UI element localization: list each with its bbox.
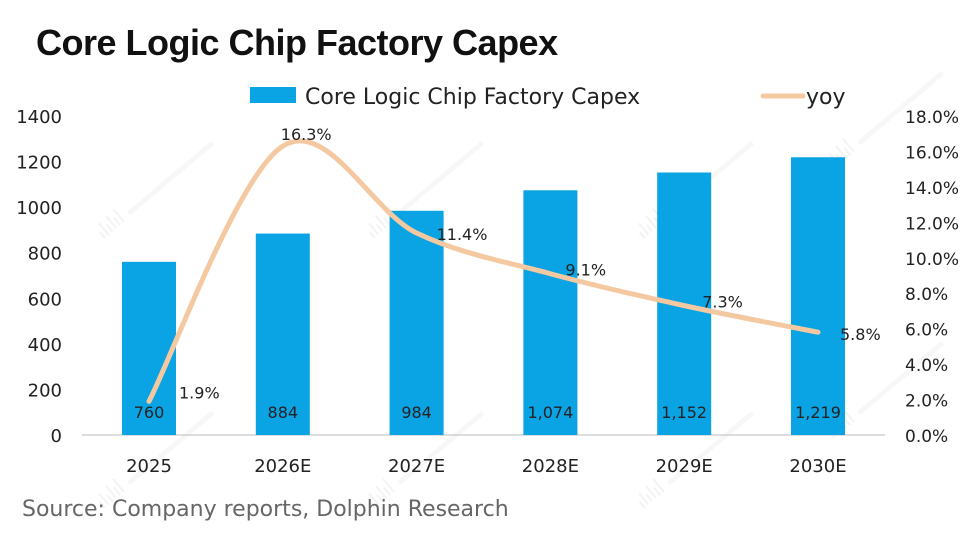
legend-swatch-capex: [250, 87, 296, 103]
left-axis-tick-label: 1000: [16, 198, 62, 219]
bar-2025: [122, 261, 176, 435]
bar-value-label: 1,074: [527, 403, 573, 422]
bar-value-label: 1,219: [795, 403, 841, 422]
right-axis-tick-label: 14.0%: [905, 179, 959, 199]
right-axis-tick-label: 0.0%: [905, 427, 948, 447]
watermark-logo: [98, 411, 214, 509]
bar-2027E: [389, 210, 444, 435]
left-axis-tick-label: 200: [28, 380, 62, 401]
watermark-logo: [98, 141, 214, 239]
source-note: Source: Company reports, Dolphin Researc…: [22, 497, 509, 522]
left-axis-tick-label: 0: [51, 426, 62, 447]
x-axis-tick-label: 2028E: [522, 456, 579, 477]
left-axis-tick-label: 1400: [16, 107, 62, 128]
left-axis-tick-label: 600: [28, 289, 62, 310]
yoy-value-label: 7.3%: [702, 293, 743, 312]
bar-value-label: 984: [401, 403, 432, 422]
legend-label-yoy: yoy: [806, 85, 846, 110]
right-axis-tick-label: 18.0%: [905, 108, 959, 128]
right-axis-tick-label: 4.0%: [905, 356, 948, 376]
left-axis-tick-label: 1200: [16, 153, 62, 174]
right-axis-tick-label: 10.0%: [905, 250, 959, 270]
yoy-value-label: 9.1%: [565, 261, 606, 280]
right-axis-tick-label: 8.0%: [905, 285, 948, 305]
yoy-value-label: 5.8%: [840, 325, 881, 344]
x-axis-tick-label: 2026E: [254, 456, 311, 477]
bar-2028E: [523, 190, 578, 435]
legend: Core Logic Chip Factory Capex yoy: [250, 85, 846, 110]
x-axis-tick-label: 2029E: [656, 456, 713, 477]
bar-value-label: 760: [134, 403, 165, 422]
left-axis-tick-label: 800: [28, 244, 62, 265]
bar-value-label: 884: [268, 403, 299, 422]
yoy-value-label: 1.9%: [179, 383, 220, 402]
right-axis-tick-label: 2.0%: [905, 392, 948, 412]
yoy-line: [146, 138, 821, 404]
watermark-logo: [368, 411, 484, 509]
chart-title: Core Logic Chip Factory Capex: [36, 22, 558, 63]
watermark-logo: [368, 141, 484, 239]
x-axis-tick-label: 2027E: [388, 456, 445, 477]
watermark-logo: [638, 411, 754, 509]
bar-2026E: [255, 233, 310, 435]
yoy-value-label: 16.3%: [281, 125, 332, 144]
x-axis-tick-label: 2025: [126, 456, 172, 477]
bar-2030E: [791, 157, 845, 436]
right-axis-tick-label: 16.0%: [905, 143, 959, 163]
right-axis-tick-label: 12.0%: [905, 214, 959, 234]
x-axis-tick-label: 2030E: [789, 456, 846, 477]
yoy-value-label: 11.4%: [437, 225, 488, 244]
bar-value-label: 1,152: [661, 403, 707, 422]
right-axis-tick-label: 6.0%: [905, 321, 948, 341]
legend-label-capex: Core Logic Chip Factory Capex: [305, 85, 640, 110]
left-axis-tick-label: 400: [28, 335, 62, 356]
